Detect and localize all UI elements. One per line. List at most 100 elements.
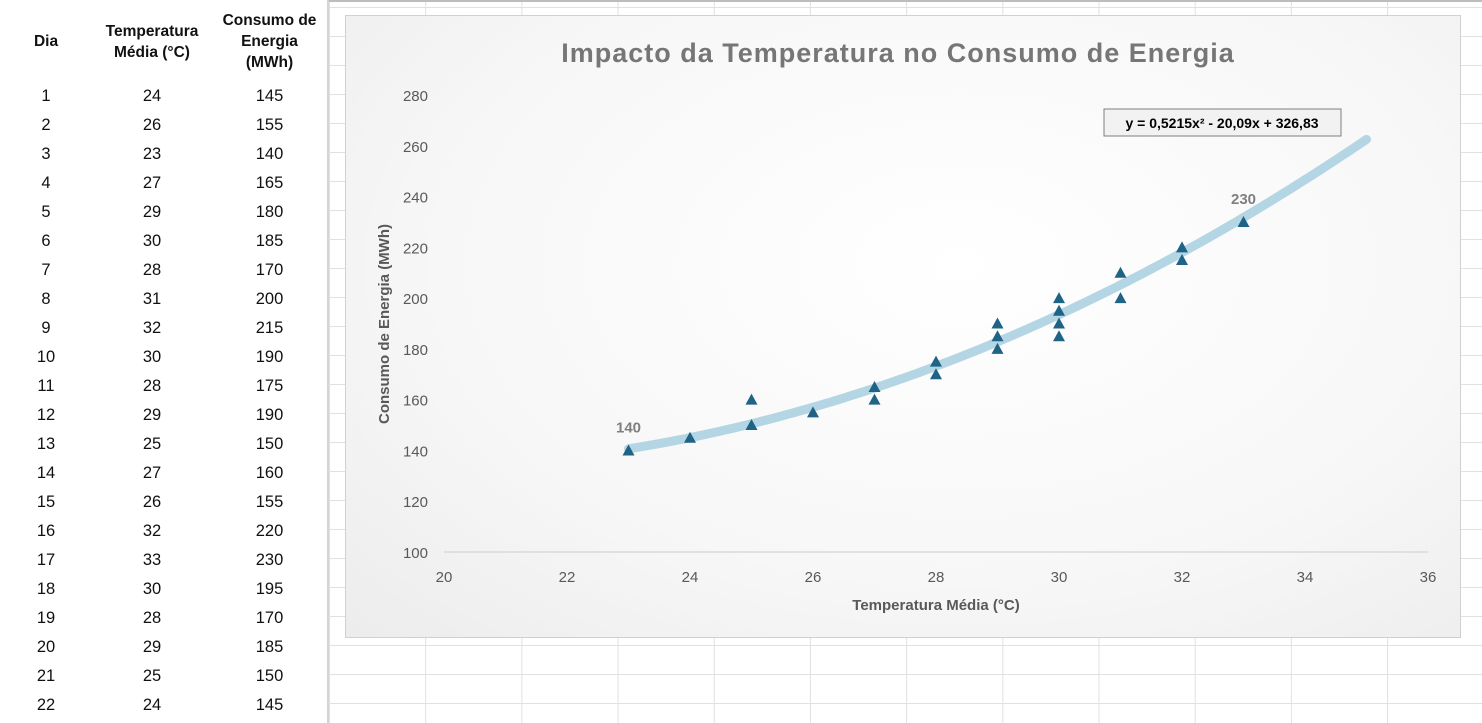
cell-consumo[interactable]: 145 — [255, 87, 284, 105]
trendline-equation: y = 0,5215x² - 20,09x + 326,83 — [1125, 115, 1318, 131]
cell-dia[interactable]: 12 — [36, 406, 56, 424]
cell-dia[interactable]: 3 — [41, 145, 51, 163]
cell-consumo[interactable]: 145 — [255, 696, 284, 714]
data-point-marker[interactable] — [745, 419, 758, 431]
cell-temperatura[interactable]: 28 — [142, 377, 162, 395]
cell-dia[interactable]: 9 — [41, 319, 51, 337]
cell-consumo[interactable]: 175 — [255, 377, 284, 395]
data-point-marker[interactable] — [991, 317, 1004, 329]
cell-consumo[interactable]: 140 — [255, 145, 284, 163]
data-point-marker[interactable] — [1053, 304, 1065, 316]
cell-consumo[interactable]: 190 — [255, 348, 284, 366]
table-row: 17 33 230 — [0, 546, 327, 575]
cell-temperatura[interactable]: 24 — [142, 696, 162, 714]
data-point-marker[interactable] — [1114, 292, 1127, 304]
data-point-marker[interactable] — [930, 355, 942, 367]
cell-consumo[interactable]: 155 — [255, 493, 284, 511]
cell-dia[interactable]: 11 — [37, 377, 55, 395]
scatter-chart: Impacto da Temperatura no Consumo de Ene… — [376, 38, 1436, 614]
cell-dia[interactable]: 18 — [36, 580, 56, 598]
cell-consumo[interactable]: 160 — [255, 464, 284, 482]
cell-temperatura[interactable]: 32 — [142, 522, 162, 540]
cell-temperatura[interactable]: 25 — [142, 667, 162, 685]
cell-dia[interactable]: 16 — [36, 522, 56, 540]
trendline-equation-box[interactable]: y = 0,5215x² - 20,09x + 326,83 — [1103, 108, 1342, 137]
y-axis-label: Consumo de Energia (MWh) — [376, 224, 393, 424]
cell-dia[interactable]: 6 — [41, 232, 51, 250]
data-point-marker[interactable] — [1176, 241, 1188, 253]
cell-consumo[interactable]: 150 — [255, 667, 284, 685]
cell-consumo[interactable]: 220 — [255, 522, 284, 540]
header-consumo[interactable]: Consumo de Energia (MWh) — [222, 11, 317, 71]
cell-consumo[interactable]: 195 — [255, 580, 284, 598]
table-row: 6 30 185 — [0, 227, 327, 256]
cell-consumo[interactable]: 180 — [255, 203, 284, 221]
cell-consumo[interactable]: 215 — [255, 319, 284, 337]
cell-dia[interactable]: 13 — [36, 435, 56, 453]
cell-dia[interactable]: 14 — [36, 464, 56, 482]
cell-temperatura[interactable]: 29 — [142, 638, 162, 656]
cell-dia[interactable]: 5 — [41, 203, 51, 221]
cell-consumo[interactable]: 185 — [255, 638, 284, 656]
cell-dia[interactable]: 8 — [41, 290, 51, 308]
cell-dia[interactable]: 7 — [41, 261, 51, 279]
cell-dia[interactable]: 19 — [36, 609, 56, 627]
cell-consumo[interactable]: 185 — [255, 232, 284, 250]
header-temperatura[interactable]: Temperatura Média (°C) — [105, 23, 199, 61]
cell-temperatura[interactable]: 26 — [142, 116, 162, 134]
cell-temperatura[interactable]: 28 — [142, 609, 162, 627]
data-point-marker[interactable] — [930, 368, 942, 380]
cell-temperatura[interactable]: 26 — [142, 493, 162, 511]
cell-temperatura[interactable]: 30 — [142, 580, 162, 598]
cell-dia[interactable]: 21 — [36, 667, 56, 685]
cell-temperatura[interactable]: 30 — [142, 232, 162, 250]
cell-dia[interactable]: 17 — [36, 551, 56, 569]
cell-dia[interactable]: 20 — [36, 638, 56, 656]
data-point-marker[interactable] — [684, 431, 696, 443]
cell-dia[interactable]: 1 — [41, 87, 51, 105]
data-point-marker[interactable] — [1053, 330, 1065, 342]
data-point-marker[interactable] — [1053, 292, 1065, 304]
cell-temperatura[interactable]: 27 — [142, 464, 162, 482]
cell-temperatura[interactable]: 23 — [142, 145, 162, 163]
data-point-marker[interactable] — [807, 406, 819, 418]
chart-area[interactable]: Impacto da Temperatura no Consumo de Ene… — [345, 15, 1461, 638]
cell-dia[interactable]: 2 — [41, 116, 51, 134]
cell-temperatura[interactable]: 27 — [142, 174, 162, 192]
x-axis-label: Temperatura Média (°C) — [852, 597, 1019, 614]
cell-temperatura[interactable]: 30 — [142, 348, 162, 366]
cell-temperatura[interactable]: 31 — [142, 290, 162, 308]
header-dia[interactable]: Dia — [33, 32, 59, 50]
data-point-marker[interactable] — [868, 380, 881, 392]
cell-consumo[interactable]: 165 — [255, 174, 284, 192]
data-point-marker[interactable] — [622, 444, 635, 456]
cell-temperatura[interactable]: 28 — [142, 261, 162, 279]
cell-temperatura[interactable]: 32 — [142, 319, 162, 337]
data-point-marker[interactable] — [1114, 266, 1127, 278]
cell-temperatura[interactable]: 33 — [142, 551, 162, 569]
cell-consumo[interactable]: 150 — [255, 435, 284, 453]
cell-consumo[interactable]: 170 — [255, 609, 284, 627]
data-point-marker[interactable] — [745, 393, 758, 405]
cell-dia[interactable]: 10 — [36, 348, 56, 366]
cell-temperatura[interactable]: 24 — [142, 87, 162, 105]
data-point-marker[interactable] — [868, 393, 881, 405]
cell-consumo[interactable]: 170 — [255, 261, 284, 279]
cell-consumo[interactable]: 190 — [255, 406, 284, 424]
cell-consumo[interactable]: 155 — [255, 116, 284, 134]
trendline[interactable] — [624, 134, 1371, 454]
cell-temperatura[interactable]: 29 — [142, 406, 162, 424]
cell-consumo[interactable]: 200 — [255, 290, 284, 308]
cell-dia[interactable]: 15 — [36, 493, 56, 511]
data-point-marker[interactable] — [991, 342, 1004, 354]
cell-temperatura[interactable]: 29 — [142, 203, 162, 221]
y-tick-label: 200 — [403, 291, 428, 308]
data-point-marker[interactable] — [1237, 215, 1250, 227]
data-point-marker[interactable] — [1053, 317, 1065, 329]
cell-dia[interactable]: 22 — [36, 696, 56, 714]
data-point-marker[interactable] — [1176, 254, 1188, 266]
cell-temperatura[interactable]: 25 — [142, 435, 162, 453]
data-point-marker[interactable] — [991, 330, 1004, 342]
cell-dia[interactable]: 4 — [41, 174, 51, 192]
cell-consumo[interactable]: 230 — [255, 551, 284, 569]
